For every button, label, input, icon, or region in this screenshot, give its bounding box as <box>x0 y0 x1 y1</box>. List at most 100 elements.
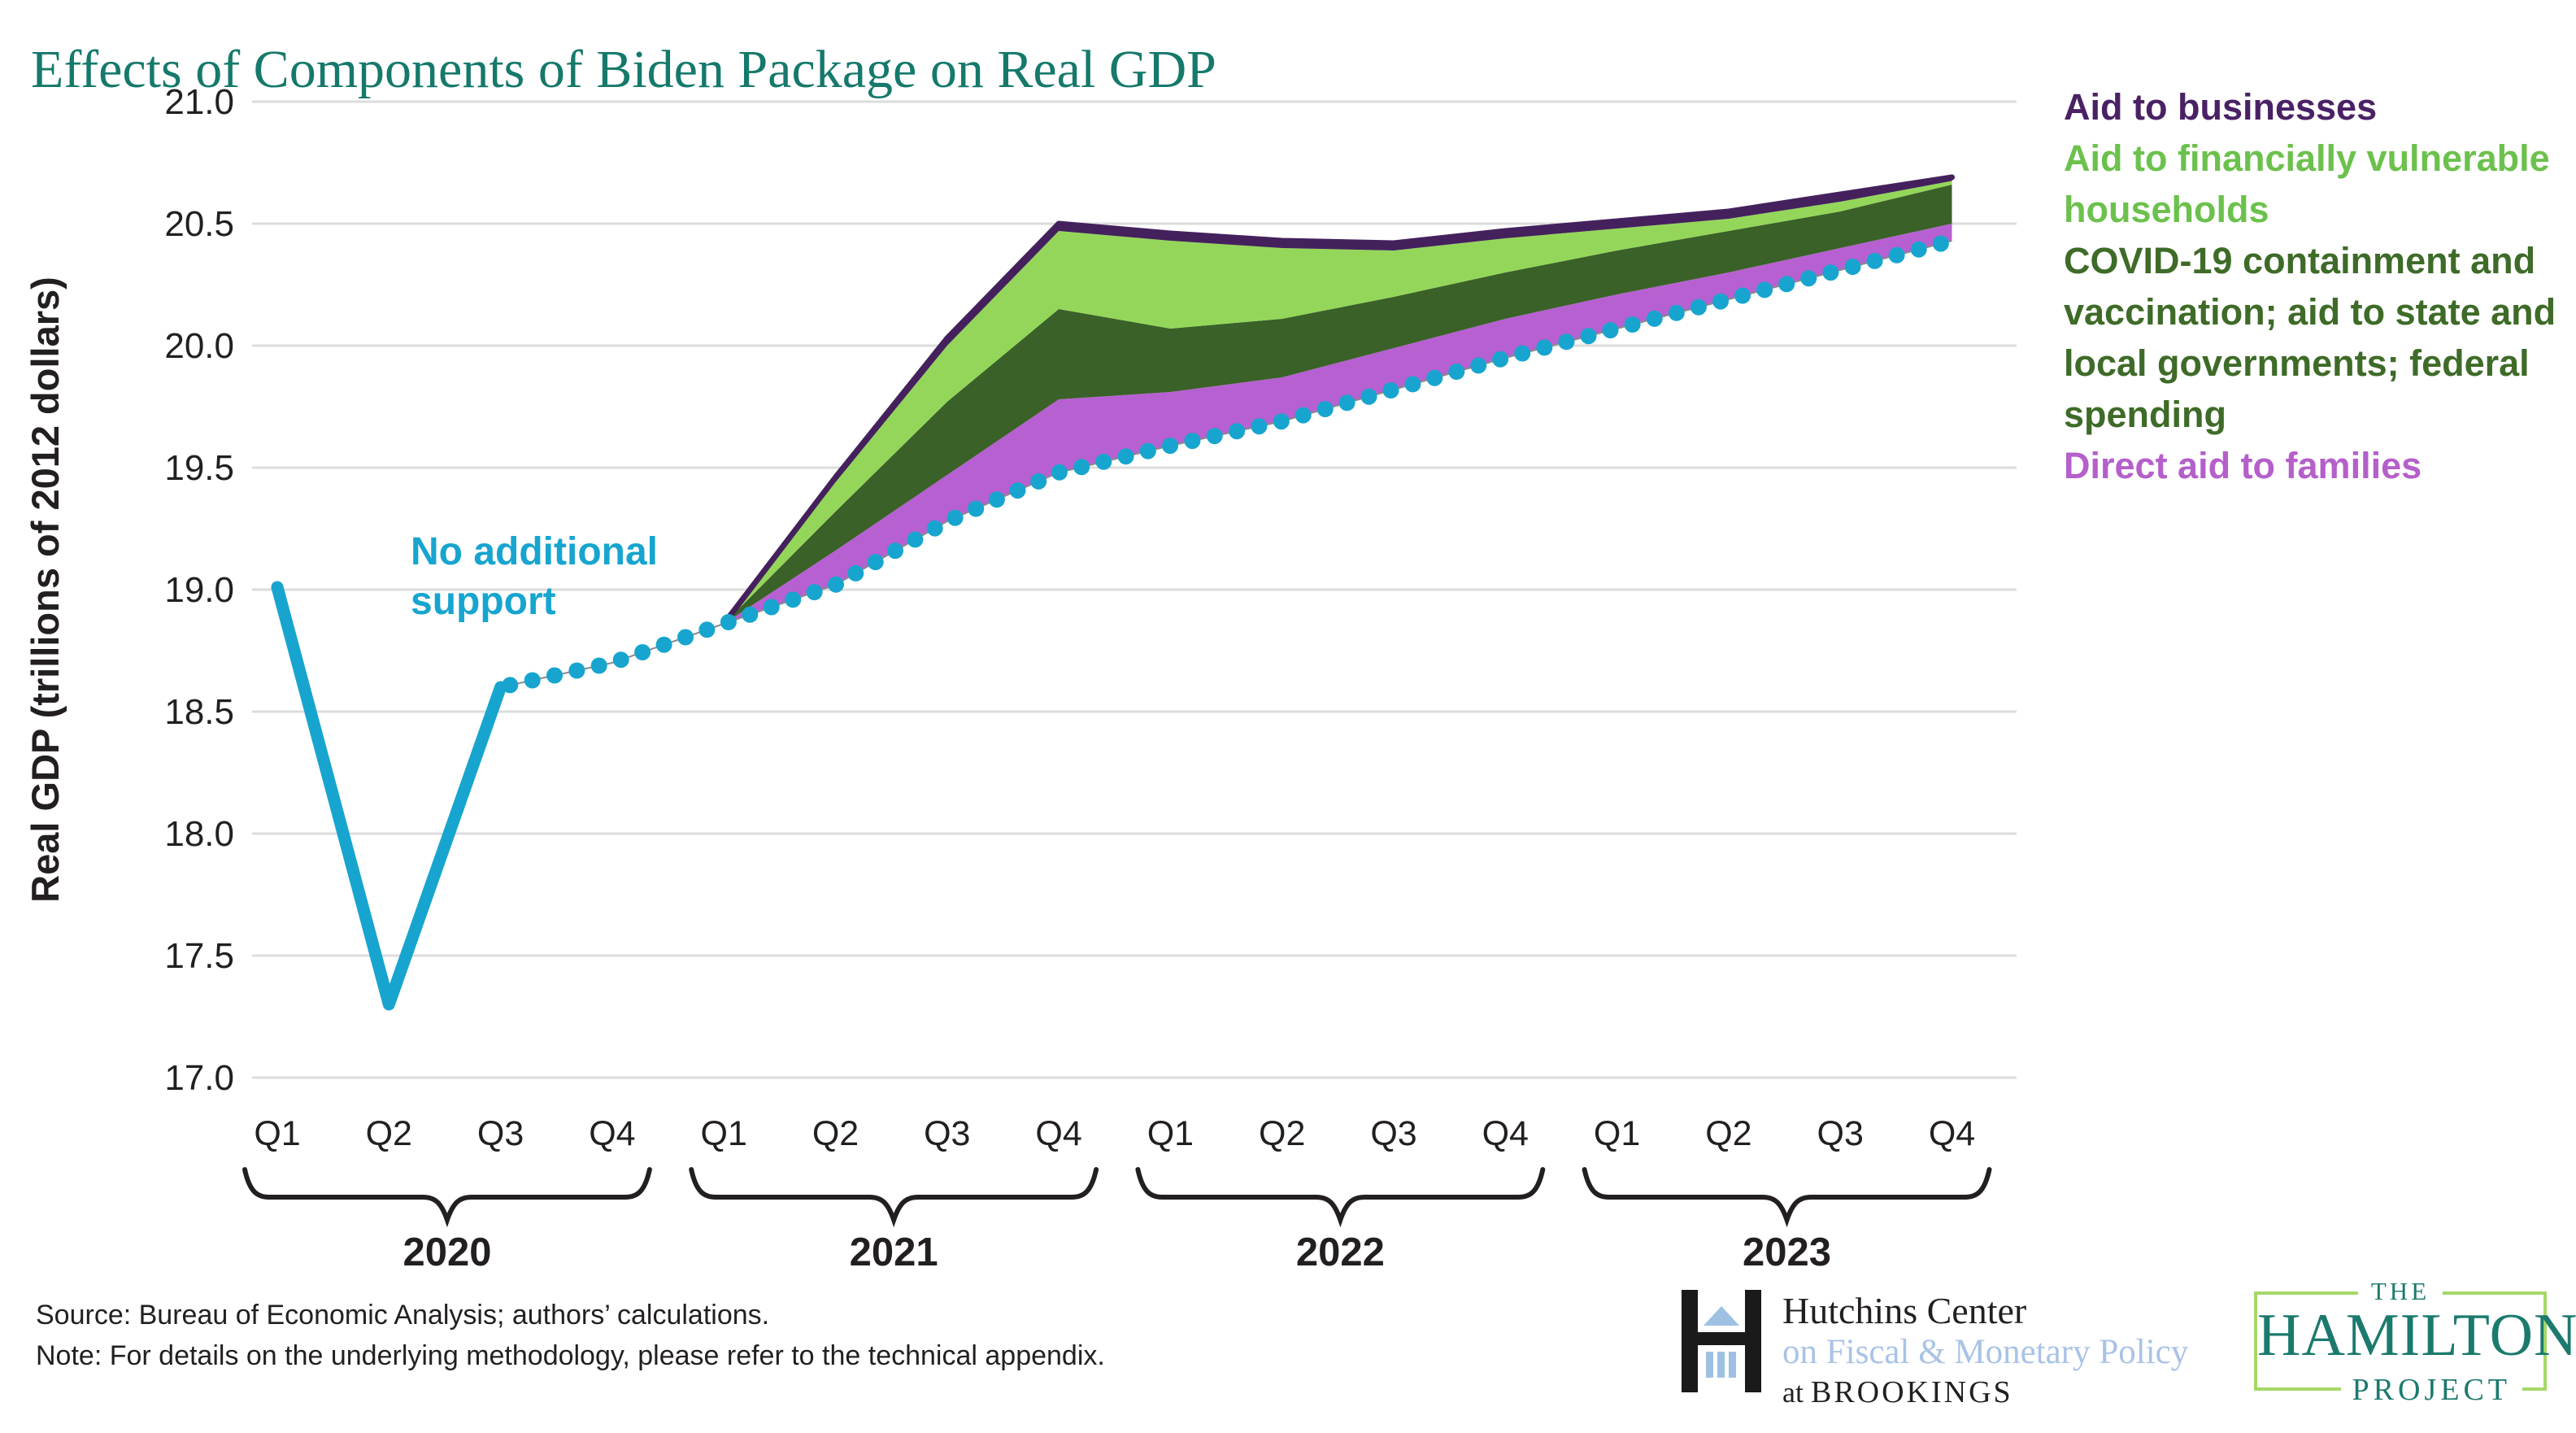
no-support-solid-line <box>271 581 507 1011</box>
baseline-dot <box>1778 276 1795 293</box>
year-brace <box>1135 1167 1546 1228</box>
chart-legend: Aid to businesses Aid to financially vuln… <box>2064 81 2576 491</box>
baseline-dot <box>1139 442 1156 460</box>
baseline-dot <box>1030 473 1047 490</box>
hamilton-project-word: PROJECT <box>2340 1372 2522 1408</box>
baseline-dot <box>1558 333 1575 351</box>
baseline-dot <box>847 564 864 581</box>
baseline-dot <box>1117 448 1134 465</box>
year-label: 2022 <box>1296 1230 1385 1274</box>
baseline-dot <box>887 542 903 560</box>
baseline-dot <box>742 606 759 623</box>
baseline-dot <box>1009 482 1026 499</box>
baseline-dot <box>968 500 985 517</box>
baseline-dot <box>677 629 694 646</box>
x-tick-label: Q4 <box>1035 1114 1081 1153</box>
baseline-dot <box>1734 287 1751 304</box>
y-tick-label: 19.5 <box>164 448 234 488</box>
baseline-dot <box>1690 298 1707 316</box>
legend-item-2: COVID-19 containment and vaccination; ai… <box>2064 240 2556 435</box>
area-band-1 <box>724 185 1952 624</box>
x-tick-label: Q1 <box>254 1114 300 1153</box>
y-tick-label: 20.5 <box>164 204 234 244</box>
baseline-dot <box>546 667 563 684</box>
year-brace <box>689 1167 1099 1228</box>
page-title: Effects of Components of Biden Package o… <box>31 40 1216 100</box>
y-axis-title: Real GDP (trillions of 2012 dollars) <box>24 277 67 903</box>
area-band-2 <box>724 181 1952 624</box>
source-notes: Source: Bureau of Economic Analysis; aut… <box>36 1295 1105 1376</box>
hutchins-logo-mark <box>1682 1290 1761 1392</box>
baseline-dot <box>1800 270 1817 287</box>
no-additional-support-label: No additional support <box>411 530 658 623</box>
source-line: Source: Bureau of Economic Analysis; aut… <box>36 1300 770 1331</box>
baseline-dot <box>1073 459 1090 476</box>
baseline-dot <box>1338 394 1355 412</box>
baseline-dot <box>1360 388 1377 405</box>
baseline-dot <box>785 591 802 608</box>
note-line: Note: For details on the underlying meth… <box>36 1340 1105 1371</box>
y-tick-label: 18.0 <box>164 814 234 854</box>
baseline-dot <box>1646 310 1663 327</box>
hutchins-subtitle: on Fiscal & Monetary Policy <box>1782 1333 2189 1371</box>
x-tick-label: Q4 <box>1929 1114 1975 1153</box>
legend-item-3: Direct aid to families <box>2064 445 2422 486</box>
baseline-dot <box>988 491 1005 508</box>
baseline-dot <box>720 614 737 630</box>
baseline-dot <box>1206 428 1223 445</box>
baseline-dot <box>926 520 943 537</box>
x-tick-label: Q2 <box>366 1114 412 1153</box>
baseline-dot <box>1932 235 1949 252</box>
baseline-dot <box>1273 413 1290 430</box>
baseline-dot <box>946 509 964 526</box>
x-tick-label: Q2 <box>1705 1114 1751 1153</box>
baseline-dot <box>1822 264 1839 281</box>
x-tick-label: Q4 <box>589 1114 635 1153</box>
year-brace <box>1582 1167 1992 1228</box>
baseline-dot <box>763 599 780 616</box>
baseline-dot <box>568 662 585 679</box>
x-tick-label: Q2 <box>1259 1114 1305 1153</box>
hutchins-center-logo: Hutchins Center on Fiscal & Monetary Pol… <box>1682 1290 2188 1412</box>
hutchins-title: Hutchins Center <box>1782 1290 2027 1331</box>
baseline-dot <box>655 636 672 653</box>
x-tick-label: Q3 <box>1817 1114 1864 1153</box>
baseline-dot <box>524 672 541 689</box>
baseline-dot <box>1095 453 1112 470</box>
y-tick-label: 20.0 <box>164 326 234 366</box>
hamilton-name: HAMILTON <box>2257 1302 2576 1369</box>
legend-item-0: Aid to businesses <box>2064 86 2378 128</box>
baseline-dot <box>1624 316 1641 333</box>
legend-item-1: Aid to financially vulnerable households <box>2064 137 2550 230</box>
baseline-dot <box>1404 376 1421 393</box>
x-tick-label: Q3 <box>477 1114 524 1153</box>
y-tick-label: 17.0 <box>164 1058 234 1098</box>
baseline-dot <box>1448 364 1465 380</box>
businesses-top-line <box>720 174 1955 627</box>
year-label: 2023 <box>1743 1230 1831 1274</box>
x-tick-label: Q1 <box>1594 1114 1640 1153</box>
x-tick-label: Q3 <box>924 1114 970 1153</box>
baseline-dot <box>1162 438 1178 455</box>
y-tick-label: 18.5 <box>164 692 234 732</box>
baseline-dot <box>1514 345 1531 362</box>
baseline-dot <box>1910 241 1927 258</box>
baseline-dot <box>1295 407 1312 424</box>
baseline-dot <box>1844 259 1861 275</box>
y-tick-label: 21.0 <box>164 82 234 122</box>
baseline-dot <box>1426 369 1443 386</box>
baseline-dot <box>1492 351 1509 368</box>
baseline-dot <box>1580 328 1597 345</box>
baseline-dot <box>698 621 716 638</box>
baseline-dot <box>1316 401 1334 417</box>
baseline-dot <box>828 576 844 593</box>
baseline-dot <box>1184 433 1201 450</box>
baseline-dot <box>634 644 651 660</box>
baseline-dot <box>1051 464 1068 481</box>
area-band-0 <box>724 224 1952 624</box>
x-tick-label: Q1 <box>1147 1114 1194 1153</box>
x-tick-label: Q3 <box>1370 1114 1416 1153</box>
baseline-dot <box>1536 339 1553 356</box>
hamilton-the: THE <box>2357 1277 2443 1306</box>
baseline-dot <box>590 657 607 674</box>
